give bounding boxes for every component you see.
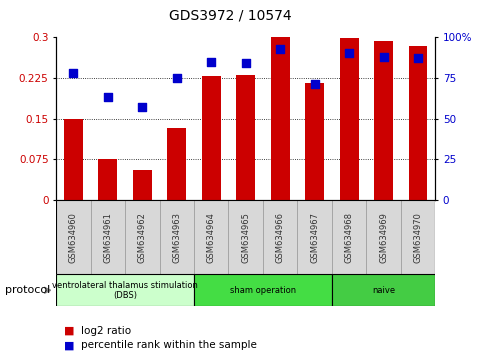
Point [310,81,318,87]
Bar [98,159,117,200]
Point [379,54,386,59]
Text: GSM634965: GSM634965 [241,212,250,263]
Bar [202,76,220,200]
Text: percentile rank within the sample: percentile rank within the sample [81,340,256,350]
Bar [194,200,228,274]
Text: sham operation: sham operation [229,286,295,295]
Text: GSM634968: GSM634968 [344,212,353,263]
Point [138,104,146,110]
Point [173,75,181,81]
Point [276,46,284,51]
Point [104,95,112,100]
Text: ventrolateral thalamus stimulation
(DBS): ventrolateral thalamus stimulation (DBS) [52,281,198,300]
Bar [366,200,400,274]
Text: GSM634960: GSM634960 [69,212,78,263]
Bar [331,200,366,274]
Bar [133,170,152,200]
Text: GSM634961: GSM634961 [103,212,112,263]
Bar [194,274,331,306]
Text: naive: naive [371,286,394,295]
Text: GSM634970: GSM634970 [413,212,422,263]
Bar [263,200,297,274]
Point [413,56,421,61]
Text: GSM634964: GSM634964 [206,212,215,263]
Bar [305,83,324,200]
Bar [297,200,331,274]
Text: log2 ratio: log2 ratio [81,326,131,336]
Bar [236,75,255,200]
Text: ■: ■ [63,340,74,350]
Text: GSM634962: GSM634962 [138,212,146,263]
Text: GSM634967: GSM634967 [309,212,319,263]
Bar [339,38,358,200]
Bar [159,200,194,274]
Bar [125,200,159,274]
Text: GDS3972 / 10574: GDS3972 / 10574 [168,9,290,23]
Bar [90,200,125,274]
Text: protocol: protocol [5,285,50,295]
Bar [407,46,427,200]
Point [207,59,215,64]
Bar [331,274,434,306]
Text: GSM634966: GSM634966 [275,212,284,263]
Text: GSM634963: GSM634963 [172,212,181,263]
Point [69,70,77,76]
Bar [270,37,289,200]
Bar [373,41,392,200]
Bar [167,129,186,200]
Point [242,61,249,66]
Text: GSM634969: GSM634969 [378,212,387,263]
Bar [56,200,90,274]
Bar [64,119,83,200]
Bar [228,200,263,274]
Bar [56,274,194,306]
Bar [400,200,434,274]
Point [345,51,352,56]
Text: ■: ■ [63,326,74,336]
